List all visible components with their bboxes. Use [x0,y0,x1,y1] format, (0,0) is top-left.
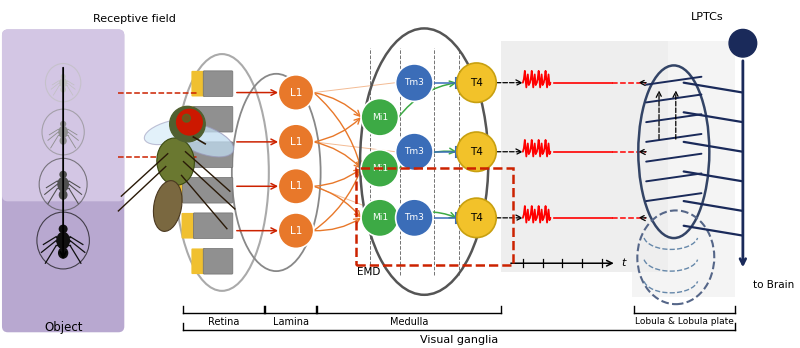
Text: Tm3: Tm3 [405,213,424,222]
FancyBboxPatch shape [182,106,195,132]
Circle shape [396,133,433,171]
FancyBboxPatch shape [2,30,124,332]
Text: Mi1: Mi1 [372,213,388,222]
Ellipse shape [154,181,182,231]
FancyBboxPatch shape [191,71,206,96]
Text: t: t [622,258,626,268]
Circle shape [457,198,496,238]
Text: T4: T4 [470,78,483,88]
Text: L1: L1 [290,137,302,147]
Text: L1: L1 [290,88,302,97]
Circle shape [457,132,496,172]
FancyBboxPatch shape [194,106,233,132]
Circle shape [361,98,398,136]
FancyBboxPatch shape [170,177,185,203]
Circle shape [361,150,398,187]
Ellipse shape [173,123,234,157]
Ellipse shape [61,74,66,79]
Ellipse shape [56,232,70,250]
FancyBboxPatch shape [170,142,185,167]
FancyBboxPatch shape [203,248,233,274]
Ellipse shape [59,78,67,88]
Circle shape [457,63,496,102]
FancyBboxPatch shape [182,177,233,203]
Ellipse shape [144,119,197,145]
Text: Tm3: Tm3 [405,78,424,87]
Circle shape [278,168,314,204]
Text: Retina: Retina [208,317,239,327]
Text: Medulla: Medulla [390,317,428,327]
Ellipse shape [58,177,69,192]
Text: Mi1: Mi1 [372,113,388,122]
Circle shape [729,30,757,57]
Text: Receptive field: Receptive field [93,14,176,24]
FancyBboxPatch shape [182,213,195,239]
Text: Lobula & Lobula plate: Lobula & Lobula plate [635,317,734,326]
Ellipse shape [58,224,68,234]
Circle shape [278,124,314,160]
FancyBboxPatch shape [203,71,233,96]
Circle shape [396,199,433,237]
Circle shape [170,106,206,142]
FancyBboxPatch shape [182,142,233,167]
Circle shape [361,199,398,237]
FancyBboxPatch shape [501,41,668,272]
Ellipse shape [58,190,67,200]
Text: Visual ganglia: Visual ganglia [420,335,498,345]
Text: Tm3: Tm3 [405,147,424,156]
Ellipse shape [59,171,67,178]
Circle shape [177,109,202,135]
Text: Object: Object [44,321,82,334]
Text: Mi1: Mi1 [372,164,388,173]
Ellipse shape [60,86,66,93]
Ellipse shape [58,247,68,259]
FancyBboxPatch shape [632,41,735,297]
Text: T4: T4 [470,147,483,157]
FancyBboxPatch shape [191,248,206,274]
Circle shape [182,114,190,122]
Ellipse shape [157,138,194,185]
FancyBboxPatch shape [2,30,124,201]
Ellipse shape [60,121,66,127]
Text: EMD: EMD [357,267,381,277]
FancyBboxPatch shape [194,213,233,239]
Text: L1: L1 [290,226,302,236]
Ellipse shape [58,126,68,138]
Ellipse shape [59,137,66,145]
Circle shape [396,64,433,101]
Text: Lamina: Lamina [273,317,309,327]
Circle shape [278,75,314,110]
Text: LPTCs: LPTCs [690,11,723,22]
Text: T4: T4 [470,213,483,223]
Text: to Brain: to Brain [753,280,794,290]
Circle shape [278,213,314,248]
Text: L1: L1 [290,181,302,191]
